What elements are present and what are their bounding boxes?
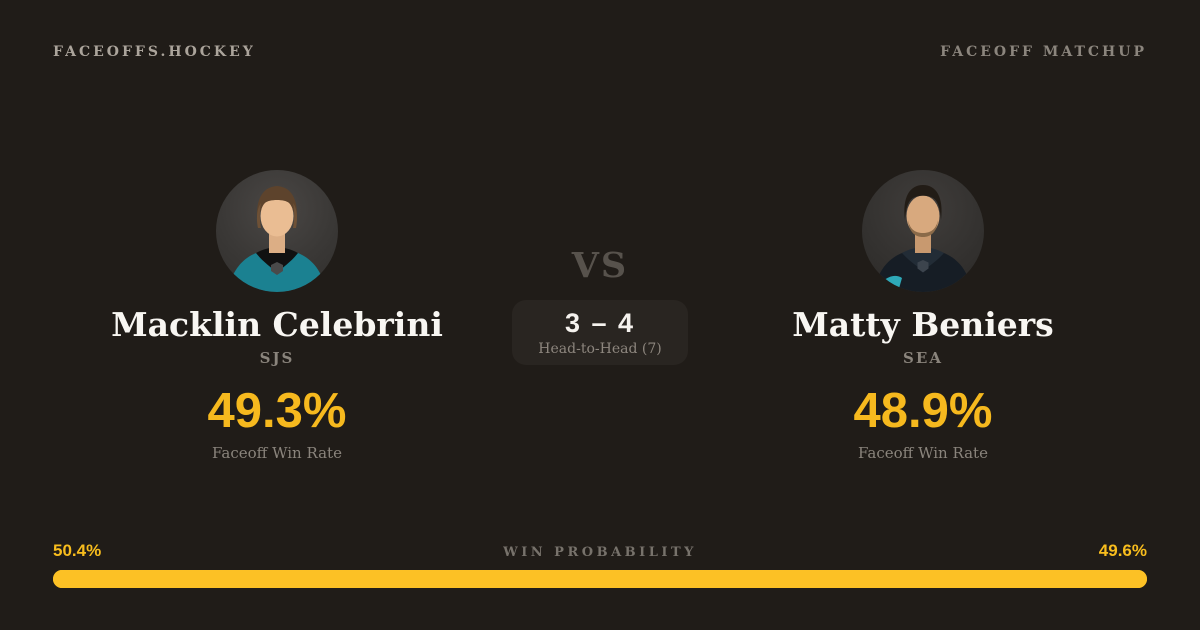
- win-probability-labels: 50.4% WIN PROBABILITY 49.6%: [53, 541, 1147, 561]
- player-name-right: Matty Beniers: [792, 305, 1054, 344]
- player-card-right: Matty Beniers SEA 48.9% Faceoff Win Rate: [699, 170, 1147, 462]
- win-rate-label-left: Faceoff Win Rate: [212, 443, 342, 462]
- jersey-crest-left: [271, 262, 283, 275]
- player-name-left: Macklin Celebrini: [111, 305, 443, 344]
- header: FACEOFFS.HOCKEY FACEOFF MATCHUP: [53, 44, 1147, 60]
- hair-right: [904, 185, 942, 220]
- head-to-head-score: 3 – 4: [564, 308, 636, 338]
- beard-right: [908, 220, 938, 237]
- win-probability-bar: [53, 570, 1147, 588]
- player-avatar-right: [862, 170, 984, 292]
- jersey-crest-right: [917, 260, 929, 273]
- jersey-accent-right: [880, 275, 902, 292]
- face-left: [260, 195, 294, 237]
- brand-wordmark: FACEOFFS.HOCKEY: [53, 44, 256, 60]
- win-rate-right: 48.9%: [853, 383, 993, 438]
- head-to-head-box: 3 – 4 Head-to-Head (7): [512, 300, 688, 365]
- win-probability-title: WIN PROBABILITY: [503, 545, 697, 560]
- win-probability-bar-left-segment: [53, 570, 605, 588]
- player-card-left: Macklin Celebrini SJS 49.3% Faceoff Win …: [53, 170, 501, 462]
- win-rate-label-right: Faceoff Win Rate: [858, 443, 988, 462]
- player-photo-illustration-left: [228, 186, 326, 292]
- head-to-head-label: Head-to-Head (7): [538, 340, 662, 357]
- player-team-left: SJS: [259, 348, 295, 367]
- hair-left: [256, 186, 298, 228]
- win-probability-bar-right-segment: [604, 570, 1147, 588]
- player-photo-illustration-right: [874, 185, 972, 292]
- player-team-right: SEA: [903, 348, 943, 367]
- jersey-yoke-right: [902, 247, 944, 271]
- face-right: [906, 195, 940, 237]
- matchup-center: VS 3 – 4 Head-to-Head (7): [501, 170, 699, 462]
- win-probability-right-value: 49.6%: [1098, 541, 1147, 560]
- matchup-row: Macklin Celebrini SJS 49.3% Faceoff Win …: [53, 170, 1147, 462]
- win-probability-section: 50.4% WIN PROBABILITY 49.6%: [53, 541, 1147, 588]
- win-probability-left-value: 50.4%: [53, 541, 102, 560]
- jersey-yoke-left: [256, 247, 298, 273]
- win-rate-left: 49.3%: [207, 383, 347, 438]
- player-avatar-left: [216, 170, 338, 292]
- page-title: FACEOFF MATCHUP: [940, 44, 1147, 60]
- vs-label: VS: [571, 245, 629, 286]
